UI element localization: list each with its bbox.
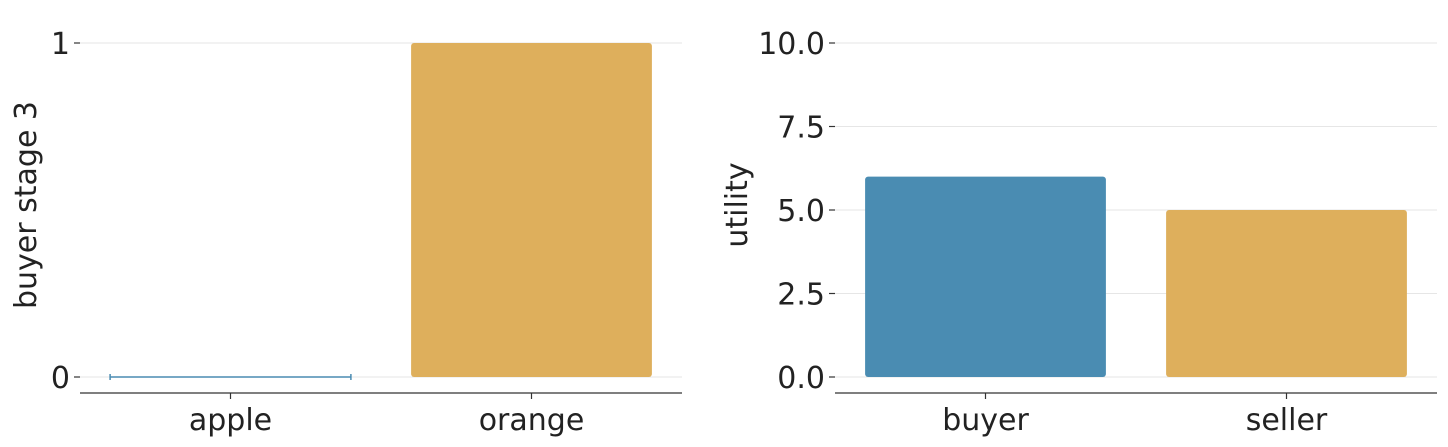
left-y-axis-title: buyer stage 3 (9, 101, 44, 309)
right-y-axis-title: utility (720, 162, 755, 247)
x-tick-label-orange: orange (479, 403, 585, 438)
x-tick-label-seller: seller (1246, 403, 1328, 438)
right-chart-panel: 0.0 2.5 5.0 7.5 10.0 buyer seller utility (720, 27, 1437, 438)
right-y-tick-label: 10.0 (758, 27, 825, 62)
right-y-tick-label: 0.0 (777, 361, 825, 396)
right-y-tick-label: 7.5 (777, 111, 825, 146)
x-tick-label-buyer: buyer (942, 403, 1029, 438)
bar-buyer (865, 176, 1106, 377)
left-chart-panel: 0 1 apple orange buyer stage 3 (9, 27, 682, 438)
bar-seller (1166, 210, 1407, 377)
left-y-tick-label: 0 (51, 361, 70, 396)
bar-apple (109, 374, 352, 380)
bar-orange (411, 43, 652, 377)
right-y-tick-label: 5.0 (777, 194, 825, 229)
left-y-tick-label: 1 (51, 27, 70, 62)
right-y-tick-label: 2.5 (777, 278, 825, 313)
x-tick-label-apple: apple (189, 403, 272, 438)
